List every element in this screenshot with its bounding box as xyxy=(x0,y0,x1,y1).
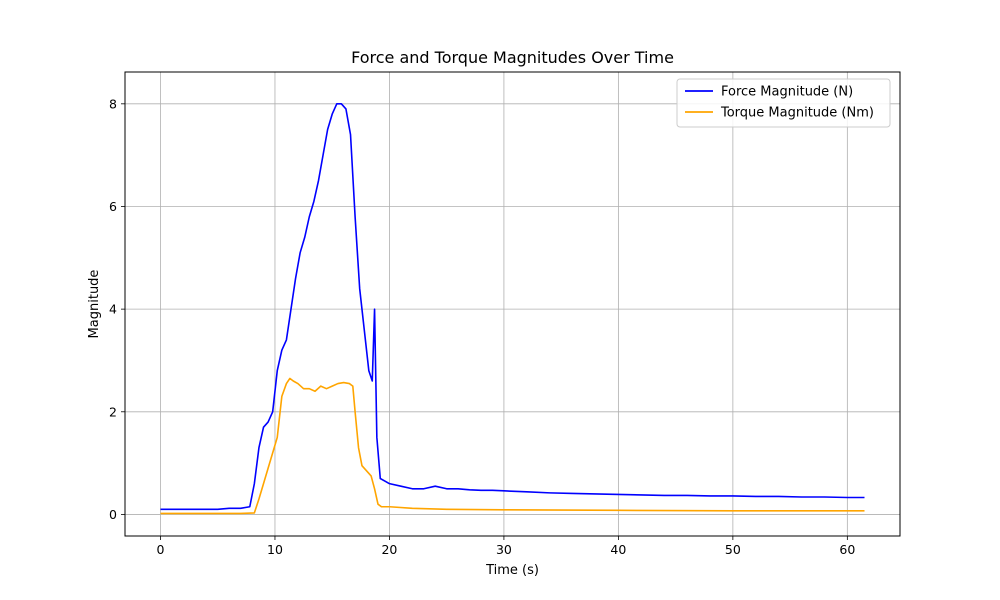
axis-ticks: 0 10 20 30 40 50 60 0 2 4 6 8 xyxy=(109,96,855,557)
x-tick-label: 30 xyxy=(496,542,512,557)
y-axis-label: Magnitude xyxy=(87,270,102,339)
grid xyxy=(125,72,900,536)
series-line-force xyxy=(160,103,865,511)
series-layer xyxy=(160,103,865,515)
y-tick-label: 2 xyxy=(109,404,117,419)
legend: Force Magnitude (N) Torque Magnitude (Nm) xyxy=(676,78,891,128)
legend-label: Torque Magnitude (Nm) xyxy=(720,106,874,121)
legend-box xyxy=(676,78,891,128)
x-tick-label: 40 xyxy=(610,542,626,557)
y-tick-label: 6 xyxy=(109,199,117,214)
x-tick-label: 0 xyxy=(157,542,165,557)
series-line-torque xyxy=(160,377,865,515)
x-tick-label: 10 xyxy=(267,542,283,557)
y-tick-label: 0 xyxy=(109,507,117,522)
x-tick-label: 20 xyxy=(381,542,397,557)
x-tick-label: 50 xyxy=(725,542,741,557)
x-tick-label: 60 xyxy=(839,542,855,557)
plot-frame xyxy=(124,71,901,537)
x-axis-label: Time (s) xyxy=(485,563,539,578)
y-tick-label: 4 xyxy=(109,302,117,317)
legend-label: Force Magnitude (N) xyxy=(721,85,853,100)
y-tick-label: 8 xyxy=(109,96,117,111)
chart-title: Force and Torque Magnitudes Over Time xyxy=(351,48,674,67)
